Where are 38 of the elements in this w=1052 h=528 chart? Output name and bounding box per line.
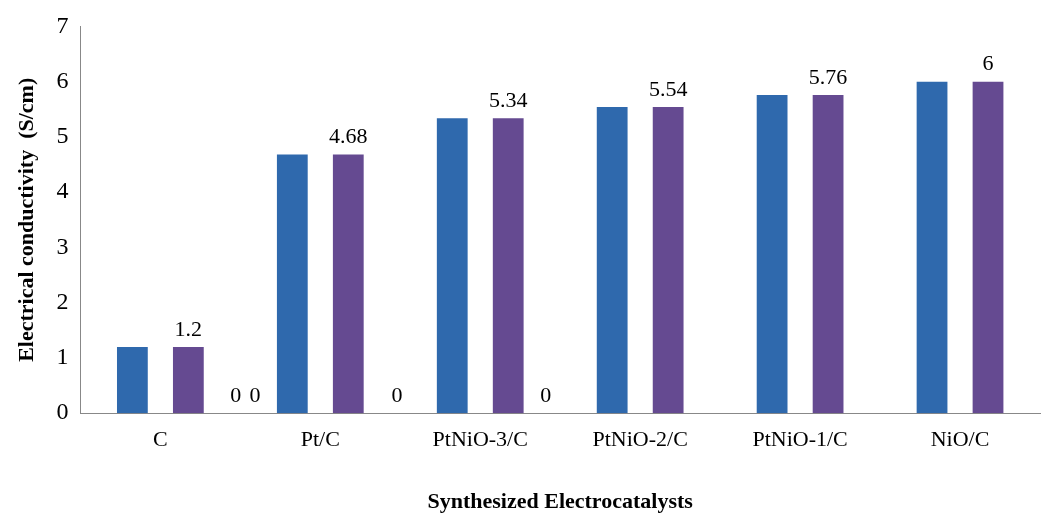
annotation: 0: [230, 381, 242, 407]
x-tick-label: PtNiO-2/C: [592, 426, 688, 452]
y-tick-label: 3: [56, 232, 69, 259]
x-tick-label: PtNiO-1/C: [752, 426, 848, 452]
y-tick-label: 6: [56, 66, 69, 93]
data-label: 5.54: [648, 75, 688, 101]
bar: [596, 107, 628, 414]
y-tick-label: 1: [56, 343, 69, 370]
data-label: 5.76: [808, 63, 848, 89]
y-tick-label: 2: [56, 287, 69, 314]
bar: [276, 154, 308, 414]
annotation: 0: [540, 381, 552, 407]
y-tick-label: 5: [56, 122, 69, 149]
annotation: 0: [391, 381, 403, 407]
bar: [172, 346, 204, 414]
x-tick-label: Pt/C: [300, 426, 340, 452]
data-label: 6: [982, 50, 994, 76]
data-label: 5.34: [488, 86, 528, 112]
x-axis-title: Synthesized Electrocatalysts: [427, 488, 694, 514]
y-axis-title: Electrical conductivity (S/cm): [12, 77, 38, 362]
bar: [436, 118, 468, 414]
bar: [756, 94, 788, 414]
bar: [916, 81, 948, 414]
annotation: 0: [249, 381, 261, 407]
data-label: 1.2: [174, 315, 203, 341]
bar: [652, 107, 684, 414]
y-tick-label: 4: [56, 177, 69, 204]
bar: [492, 118, 524, 414]
x-tick-label: NiO/C: [930, 426, 990, 452]
data-label: 4.68: [329, 123, 368, 149]
bar: [116, 346, 148, 414]
y-tick-label: 7: [56, 11, 69, 38]
x-tick-label: C: [153, 426, 168, 452]
bar: [812, 94, 844, 414]
y-tick-label: 0: [56, 398, 69, 425]
x-tick-label: PtNiO-3/C: [432, 426, 528, 452]
bar: [332, 154, 364, 414]
bar: [972, 81, 1004, 414]
